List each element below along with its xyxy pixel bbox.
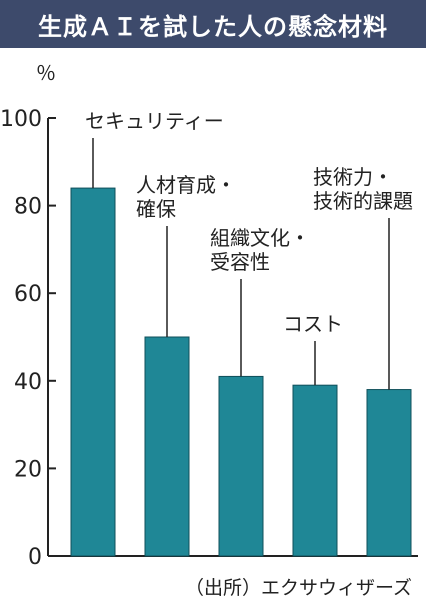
category-label: セキュリティー bbox=[85, 109, 224, 133]
bar bbox=[366, 389, 412, 557]
y-tick-label: 100 bbox=[0, 107, 42, 132]
y-tick-label: 60 bbox=[14, 282, 42, 307]
bar bbox=[218, 375, 264, 557]
bar bbox=[144, 336, 190, 557]
category-label: 技術力・ bbox=[313, 165, 393, 189]
bar bbox=[70, 187, 116, 557]
y-tick-label: 80 bbox=[14, 195, 42, 220]
category-label: 技術的課題 bbox=[313, 189, 413, 213]
y-tick-label: 0 bbox=[28, 545, 42, 570]
y-tick-label: 20 bbox=[14, 457, 42, 482]
category-label: 人材育成・ bbox=[136, 173, 236, 197]
y-unit-label: ％ bbox=[36, 61, 56, 85]
source-note: （出所）エクサウィザーズ bbox=[185, 577, 412, 599]
category-label: 確保 bbox=[136, 197, 176, 221]
chart-title: 生成ＡＩを試した人の懸念材料 bbox=[0, 0, 426, 48]
category-label: コスト bbox=[283, 312, 343, 336]
bars bbox=[70, 138, 412, 557]
bar bbox=[292, 384, 338, 557]
y-tick-label: 40 bbox=[14, 370, 42, 395]
category-label: 受容性 bbox=[210, 250, 270, 274]
category-label: 組織文化・ bbox=[210, 226, 310, 250]
y-axis: 0 20 40 60 80 100 bbox=[0, 107, 418, 570]
